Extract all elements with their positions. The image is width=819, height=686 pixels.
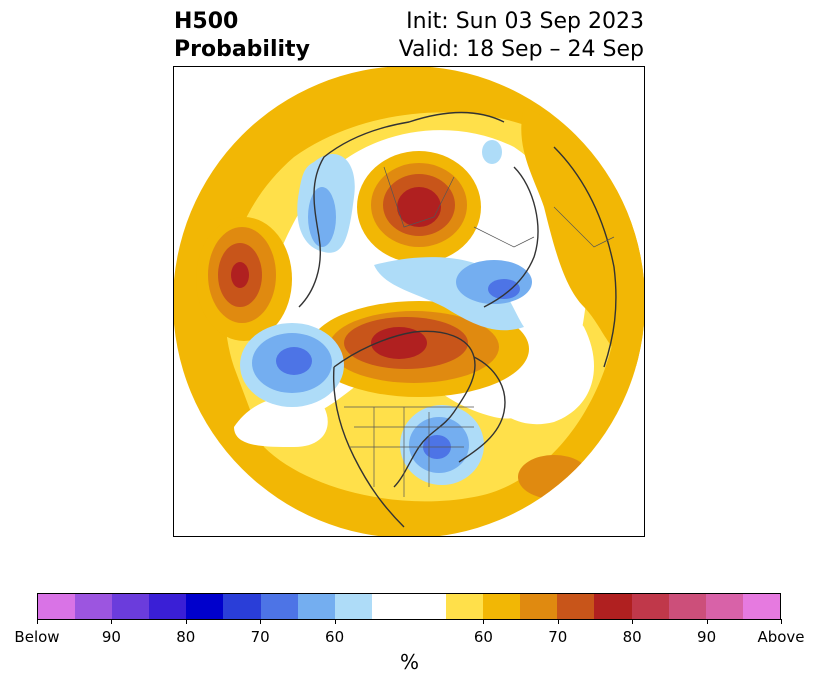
colorbar-tick-label: 80	[176, 628, 196, 646]
init-date: Init: Sun 03 Sep 2023	[406, 9, 644, 34]
colorbar-segment	[408, 594, 447, 619]
colorbar-tick-label: 90	[697, 628, 717, 646]
anomaly-above-canada-90	[371, 327, 427, 359]
colorbar-tick-mark	[185, 619, 187, 624]
valid-range: Valid: 18 Sep – 24 Sep	[398, 37, 644, 62]
colorbar-tick-mark	[632, 619, 634, 624]
colorbar-segment	[557, 594, 595, 619]
anomaly-above-pacific-90	[231, 262, 249, 288]
colorbar-segment	[186, 594, 224, 619]
colorbar-segment	[520, 594, 558, 619]
title-variable: H500	[174, 9, 239, 34]
anomaly-above-europe	[521, 107, 644, 367]
field-neutral-pacific	[234, 396, 328, 447]
coastlines	[298, 111, 617, 528]
colorbar-tick-label: 80	[622, 628, 642, 646]
colorbar-tick-label: 60	[473, 628, 493, 646]
anomaly-above-russia-90	[397, 187, 441, 227]
chart-title: H500 Probability	[174, 8, 310, 64]
colorbar-segment	[742, 594, 780, 619]
colorbar-segment	[38, 594, 76, 619]
colorbar-segment	[223, 594, 261, 619]
colorbar-segment	[112, 594, 150, 619]
colorbar-segment	[297, 594, 335, 619]
colorbar-segment	[631, 594, 669, 619]
colorbar-units: %	[399, 650, 419, 674]
colorbar-tick-label: Above	[757, 628, 805, 646]
colorbar-tick-label: 70	[250, 628, 270, 646]
colorbar-segment	[483, 594, 521, 619]
colorbar-tick-mark	[706, 619, 708, 624]
colorbar-tick-label: 60	[325, 628, 345, 646]
colorbar-segment	[705, 594, 743, 619]
polar-map	[173, 66, 645, 537]
colorbar-tick-label: 70	[548, 628, 568, 646]
anomaly-below-kara-80	[488, 279, 520, 299]
colorbar	[37, 593, 781, 620]
anomaly-below-pacific-80	[276, 347, 312, 375]
colorbar-tick-mark	[111, 619, 113, 624]
colorbar-segment	[149, 594, 187, 619]
forecast-dates: Init: Sun 03 Sep 2023 Valid: 18 Sep – 24…	[399, 8, 644, 64]
probability-map-svg	[174, 67, 644, 536]
colorbar-tick-label: 90	[101, 628, 121, 646]
colorbar-segment	[334, 594, 372, 619]
colorbar-tick-mark	[334, 619, 336, 624]
colorbar-tick-mark	[557, 619, 559, 624]
colorbar-segment	[446, 594, 484, 619]
colorbar-tick-labels: Below 90 80 70 60 60 70 80 90 Above	[14, 628, 804, 646]
colorbar-tick-mark	[37, 619, 38, 624]
colorbar-tick-label: Below	[14, 628, 60, 646]
political-borders	[344, 166, 615, 497]
colorbar-segment	[75, 594, 113, 619]
colorbar-tick-mark	[781, 619, 782, 624]
colorbar-tick-mark	[483, 619, 485, 624]
colorbar-segment	[371, 594, 409, 619]
colorbar-tick-mark	[260, 619, 262, 624]
colorbar-segment	[260, 594, 298, 619]
anomaly-below-small	[482, 140, 502, 164]
anomaly-below-bering-70	[308, 187, 336, 247]
colorbar-segment	[668, 594, 706, 619]
colorbar-segment	[594, 594, 632, 619]
title-quantity: Probability	[174, 37, 310, 62]
